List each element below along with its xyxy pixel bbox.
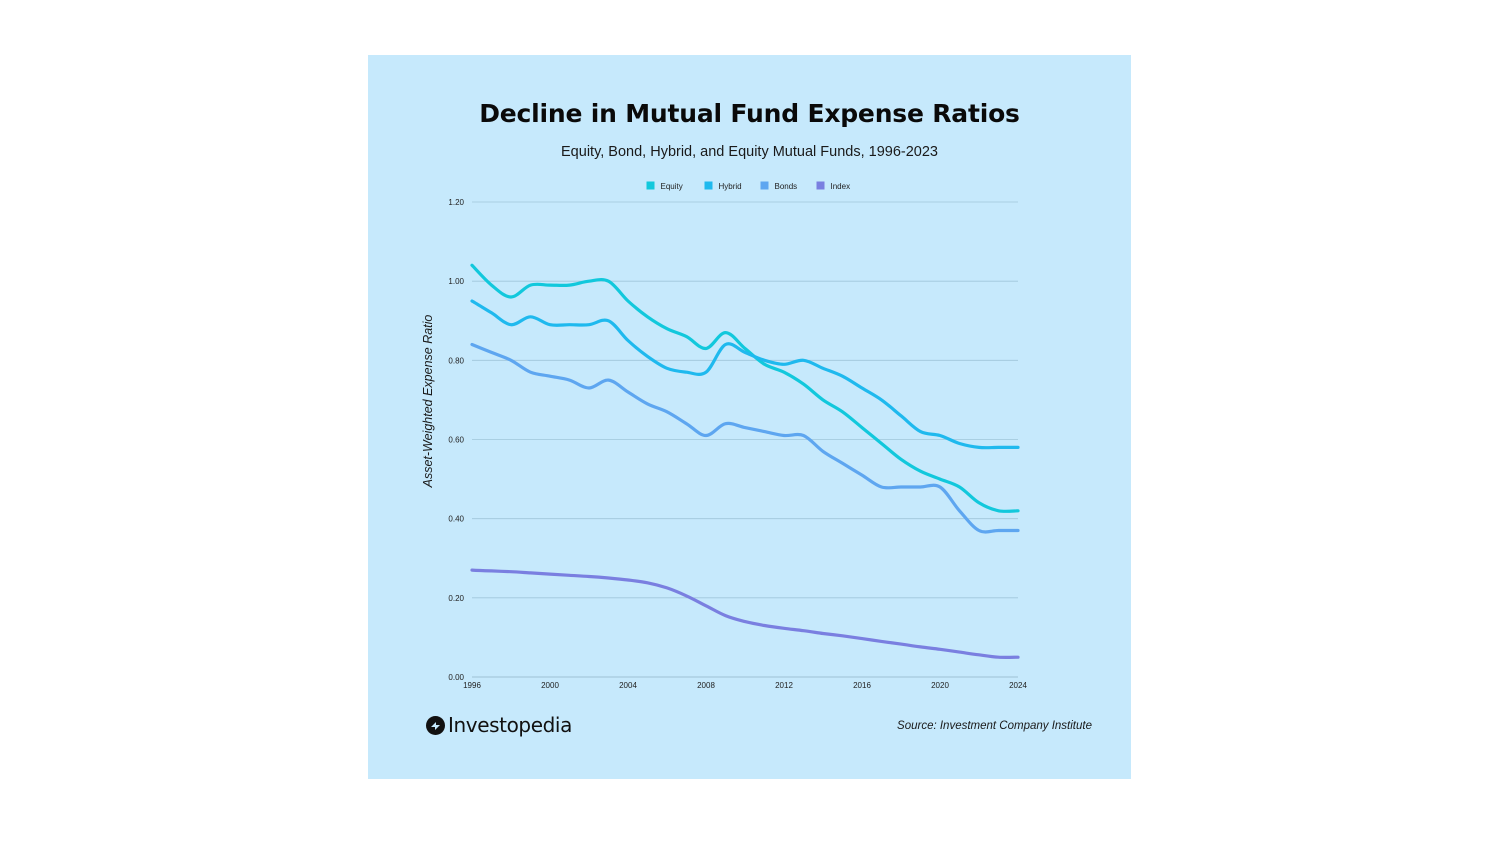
series-line-bonds [470,342,1020,534]
y-axis-label: Asset-Weighted Expense Ratio [421,314,435,488]
chart-subtitle: Equity, Bond, Hybrid, and Equity Mutual … [561,144,938,160]
legend-swatch-equity [646,181,655,190]
x-tick-label: 2004 [619,681,637,690]
x-tick-label: 2020 [931,681,949,690]
y-tick-label: 1.00 [448,277,464,286]
series-line-hybrid [470,299,1020,450]
brand-logo: Investopedia [426,713,572,737]
chart-title: Decline in Mutual Fund Expense Ratios [479,99,1020,128]
y-tick-label: 0.40 [448,515,464,524]
y-tick-label: 1.20 [448,198,464,207]
legend-label-equity: Equity [661,182,683,191]
y-tick-label: 0.20 [448,594,464,603]
y-tick-label: 0.60 [448,436,464,445]
investopedia-logo-icon [426,715,445,735]
x-tick-label: 2024 [1009,681,1027,690]
legend-swatch-hybrid [704,181,713,190]
x-tick-label: 1996 [463,681,481,690]
legend-swatch-bonds [760,181,769,190]
x-tick-label: 2016 [853,681,871,690]
source-note: Source: Investment Company Institute [897,720,1092,732]
chart-panel: Decline in Mutual Fund Expense Ratios Eq… [368,55,1131,779]
series-line-equity [470,263,1020,513]
line-chart: 0.00 0.20 0.40 0.60 0.80 1.00 1.20 1996 2000 2004… [448,181,1027,690]
legend-label-bonds: Bonds [775,182,798,191]
y-tick-label: 0.00 [448,673,464,682]
series-line-index [470,568,1020,659]
logo-wordmark: Investopedia [448,713,572,737]
x-tick-label: 2008 [697,681,715,690]
legend-label-index: Index [831,182,851,191]
legend-label-hybrid: Hybrid [719,182,742,191]
legend-swatch-index [816,181,825,190]
x-tick-label: 2000 [541,681,559,690]
x-tick-label: 2012 [775,681,793,690]
y-tick-label: 0.80 [448,356,464,365]
